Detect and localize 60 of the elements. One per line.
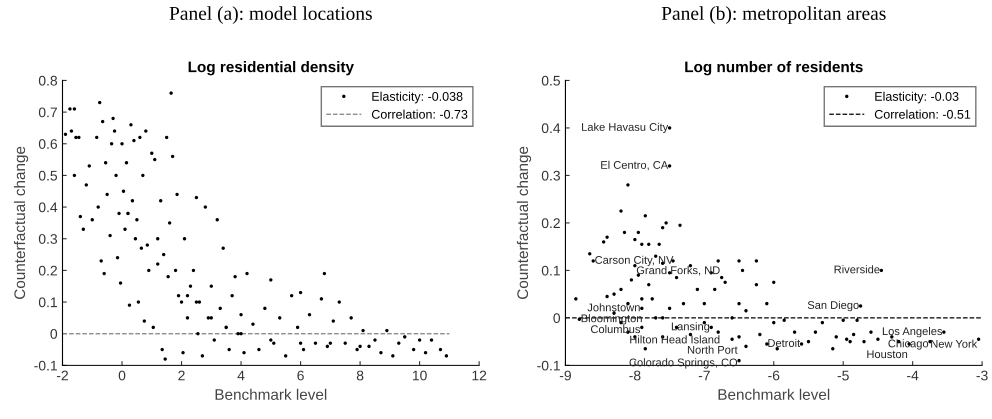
x-tick-label: 0: [118, 370, 126, 380]
chart-subtitle: Log residential density: [188, 61, 354, 76]
annotation: El Centro, CA: [601, 160, 668, 170]
legend-label: Correlation: -0.51: [874, 110, 970, 119]
annotation: Columbus: [590, 324, 640, 334]
chart-subtitle: Log number of residents: [685, 61, 863, 76]
annotation: Chicago: [888, 339, 928, 350]
annotation: Riverside: [834, 265, 880, 274]
x-tick-label: 10: [412, 370, 427, 380]
x-axis-title: Benchmark level: [216, 388, 326, 400]
legend-label: Correlation: -0.73: [372, 110, 468, 119]
x-tick-label: -4: [907, 370, 918, 380]
y-tick-label: 0.4: [542, 123, 560, 134]
annotation: Detroit: [768, 338, 800, 347]
annotation: Grand Forks, ND: [636, 266, 720, 276]
annotation: Lansing: [672, 322, 710, 333]
y-tick-label: 0.3: [38, 234, 58, 244]
y-tick-label: 0.3: [542, 170, 560, 181]
annotation: New York: [931, 340, 978, 348]
y-tick-label: 0.7: [38, 107, 57, 118]
x-tick-label: 6: [297, 370, 304, 380]
y-tick-label: 0.8: [38, 76, 58, 86]
legend-label: Elasticity: -0.038: [372, 92, 462, 104]
y-axis-title: Counterfactual change: [14, 146, 28, 299]
chart-title: Panel (a): model locations: [170, 6, 372, 24]
y-tick-label: 0.2: [542, 218, 560, 228]
annotation: San Diego: [808, 300, 859, 312]
x-axis-title: Benchmark level: [718, 388, 830, 400]
annotation: Johnstown: [587, 303, 640, 312]
annotation: Carson City, NV: [595, 256, 674, 266]
x-tick-label: -8: [629, 370, 640, 380]
y-tick-label: 0: [50, 329, 58, 339]
x-tick-label: 8: [356, 370, 364, 380]
annotation: Hilton Head Island: [630, 335, 720, 344]
x-tick-label: -2: [56, 370, 68, 380]
chart-title: Panel (b): metropolitan areas: [662, 6, 886, 24]
y-tick-label: 0.5: [542, 76, 560, 86]
x-tick-label: -3: [976, 370, 988, 380]
y-tick-label: 0: [553, 313, 560, 324]
x-tick-label: -5: [838, 370, 849, 380]
x-tick-label: 2: [178, 370, 185, 380]
y-tick-label: -0.1: [34, 360, 57, 371]
y-axis-title: Counterfactual change: [516, 146, 532, 299]
y-tick-label: 0.2: [38, 266, 57, 276]
annotation: Los Angeles: [882, 326, 942, 338]
y-tick-label: 0.6: [38, 139, 58, 149]
legend-label: Elasticity: -0.03: [875, 92, 958, 104]
y-tick-label: 0.4: [38, 202, 58, 212]
annotation: North Port: [688, 346, 738, 354]
y-tick-label: -0.1: [537, 360, 560, 371]
x-tick-label: -9: [560, 370, 571, 380]
y-tick-label: 0.5: [38, 170, 58, 181]
x-tick-label: -7: [698, 370, 710, 380]
x-tick-label: -6: [768, 370, 780, 380]
annotation: Lake Havasu City: [582, 122, 668, 134]
x-tick-label: 12: [472, 370, 486, 380]
annotation: Houston: [867, 350, 908, 358]
x-tick-label: 4: [238, 370, 245, 380]
y-tick-label: 0.1: [38, 297, 57, 308]
y-tick-label: 0.1: [542, 266, 560, 276]
